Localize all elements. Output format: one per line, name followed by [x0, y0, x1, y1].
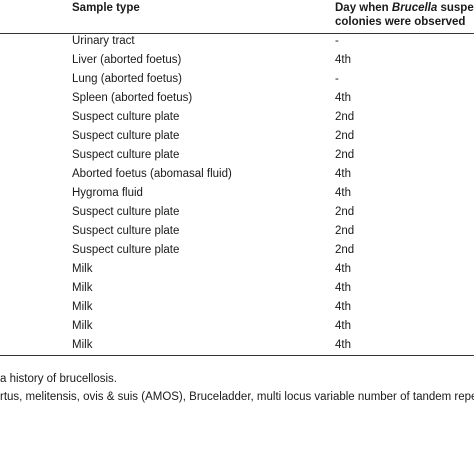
sample-type-cell: Suspect culture plate: [72, 244, 180, 256]
sample-type-cell: Suspect culture plate: [72, 206, 180, 218]
header-italic: Brucella: [391, 2, 438, 14]
footnote: a history of brucellosis.: [0, 373, 117, 385]
day-cell: 4th: [335, 263, 351, 275]
sample-type-cell: Milk: [72, 320, 93, 332]
header-rule: [0, 33, 474, 34]
header-text: suspect: [440, 2, 474, 14]
sample-type-cell: Urinary tract: [72, 35, 135, 47]
day-cell: 2nd: [335, 111, 355, 123]
sample-type-cell: Aborted foetus (abomasal fluid): [72, 168, 232, 180]
sample-type-cell: Lung (aborted foetus): [72, 73, 182, 85]
sample-type-cell: Suspect culture plate: [72, 111, 180, 123]
column-header: Sample type: [72, 2, 140, 14]
day-cell: 4th: [335, 168, 351, 180]
sample-type-cell: Suspect culture plate: [72, 149, 180, 161]
sample-type-cell: Milk: [72, 301, 93, 313]
column-header: Day when Brucella suspect: [335, 1, 474, 15]
day-cell: 2nd: [335, 244, 355, 256]
day-cell: 4th: [335, 282, 351, 294]
bottom-rule: [0, 355, 474, 356]
day-cell: 4th: [335, 54, 351, 66]
footnote: rtus, melitensis, ovis & suis (AMOS), Br…: [0, 391, 474, 403]
sample-type-cell: Milk: [72, 339, 93, 351]
day-cell: 2nd: [335, 130, 355, 142]
day-cell: 2nd: [335, 149, 355, 161]
sample-type-cell: Milk: [72, 263, 93, 275]
day-cell: -: [335, 73, 339, 85]
sample-type-cell: Suspect culture plate: [72, 225, 180, 237]
sample-type-cell: Liver (aborted foetus): [72, 54, 182, 66]
day-cell: 4th: [335, 187, 351, 199]
day-cell: 4th: [335, 320, 351, 332]
day-cell: 2nd: [335, 225, 355, 237]
sample-type-cell: Milk: [72, 282, 93, 294]
day-cell: 4th: [335, 92, 351, 104]
day-cell: 4th: [335, 339, 351, 351]
day-cell: 4th: [335, 301, 351, 313]
column-header: colonies were observed: [335, 16, 466, 28]
header-text: Day when: [335, 2, 392, 14]
sample-type-cell: Hygroma fluid: [72, 187, 143, 199]
sample-type-cell: Spleen (aborted foetus): [72, 92, 193, 104]
day-cell: -: [335, 35, 339, 47]
day-cell: 2nd: [335, 206, 355, 218]
sample-type-cell: Suspect culture plate: [72, 130, 180, 142]
